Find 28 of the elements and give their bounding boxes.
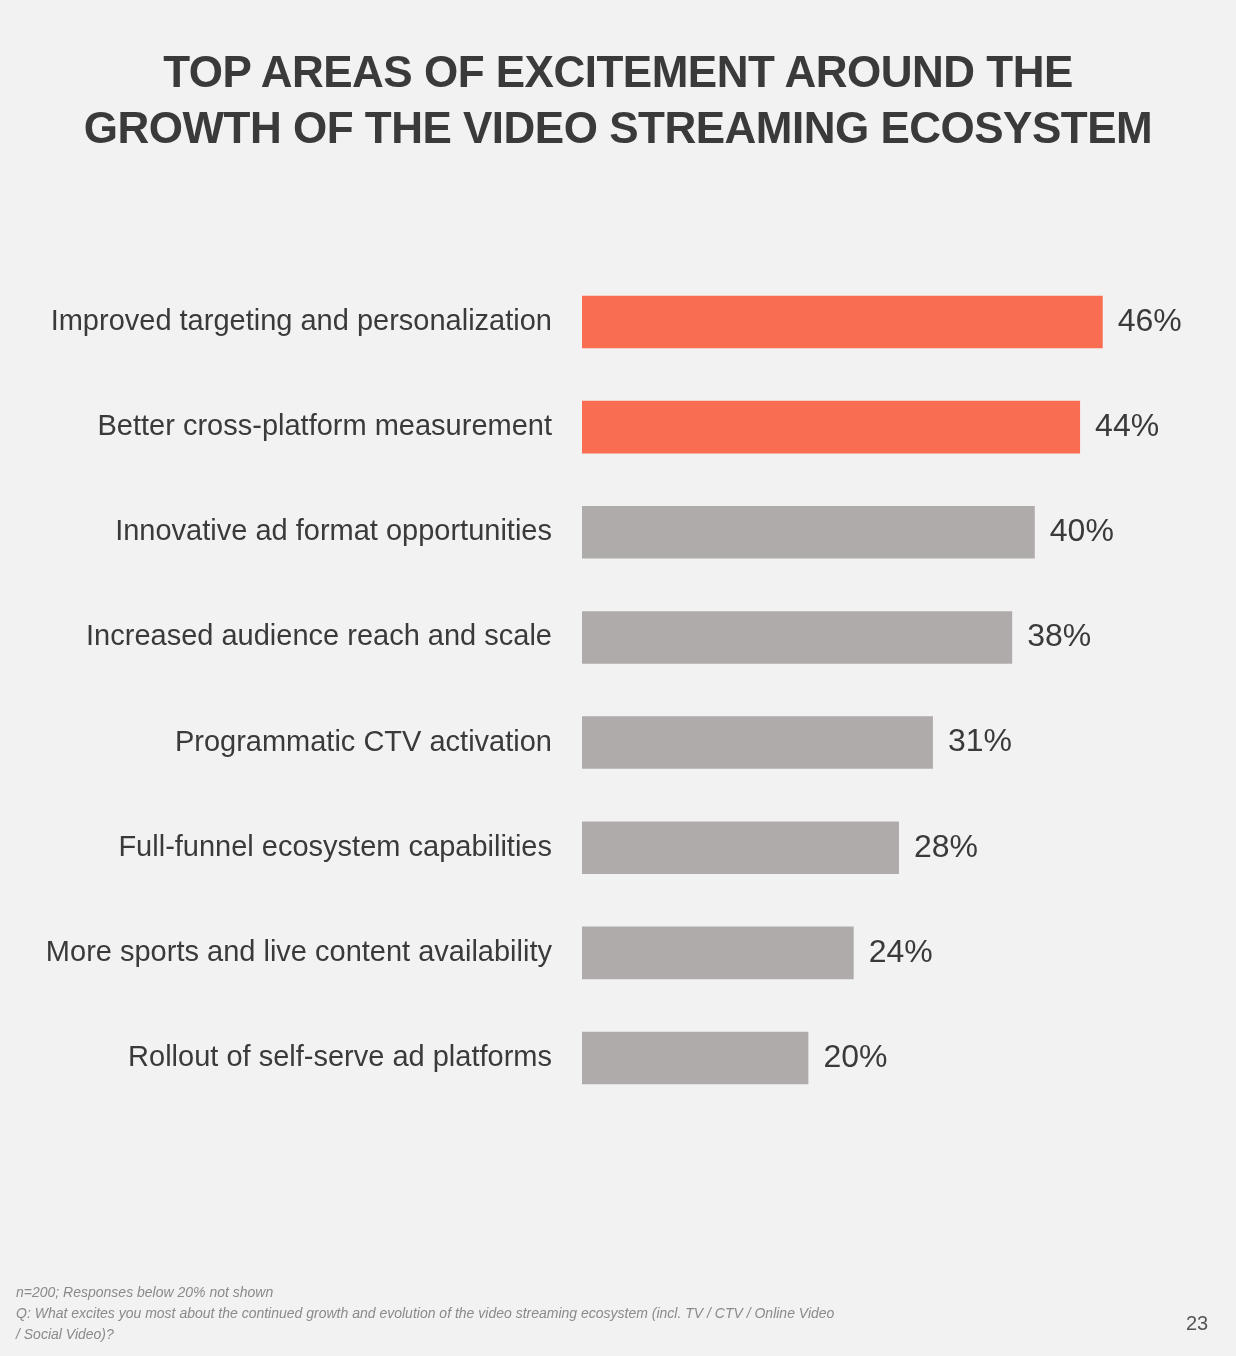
y-tick-label: Programmatic CTV activation xyxy=(174,724,552,757)
text: n=200; Responses below 20% not shown xyxy=(16,1283,275,1302)
y-tick-label: Full-funnel ecosystem capabilities xyxy=(118,829,552,862)
bar xyxy=(582,716,933,769)
bar xyxy=(582,505,1035,559)
text: 23 xyxy=(1186,1312,1209,1335)
bar xyxy=(582,926,854,980)
bar xyxy=(582,295,1103,349)
data-label: 31% xyxy=(947,722,1012,759)
y-tick-label: Improved targeting and personalization xyxy=(50,303,552,336)
data-label: 28% xyxy=(913,827,979,864)
y-tick-label: Rollout of self-serve ad platforms xyxy=(128,1040,552,1073)
bar xyxy=(582,611,1013,664)
bar xyxy=(582,400,1081,454)
text: Q: What excites you most about the continued growth and evolution of the video streaming ecosystem (incl. TV / CTV / Online Video / Social Video)? xyxy=(16,1304,836,1344)
data-label: 40% xyxy=(1049,512,1114,549)
y-tick-label: Better cross-platform measurement xyxy=(97,409,552,442)
data-label: 24% xyxy=(868,932,933,969)
y-tick-label: Increased audience reach and scale xyxy=(86,619,552,652)
data-label: 44% xyxy=(1095,406,1160,443)
data-label: 20% xyxy=(823,1037,888,1074)
data-label: 38% xyxy=(1027,617,1092,654)
bar xyxy=(582,1031,809,1085)
y-tick-label: Innovative ad format opportunities xyxy=(115,514,552,547)
y-tick-label: More sports and live content availability xyxy=(45,934,553,967)
chart-title: TOP AREAS OF EXCITEMENT AROUND THE GROWTH OF THE VIDEO STREAMING ECOSYSTEM xyxy=(82,46,1154,154)
data-label: 46% xyxy=(1117,301,1182,338)
bar xyxy=(582,821,899,875)
